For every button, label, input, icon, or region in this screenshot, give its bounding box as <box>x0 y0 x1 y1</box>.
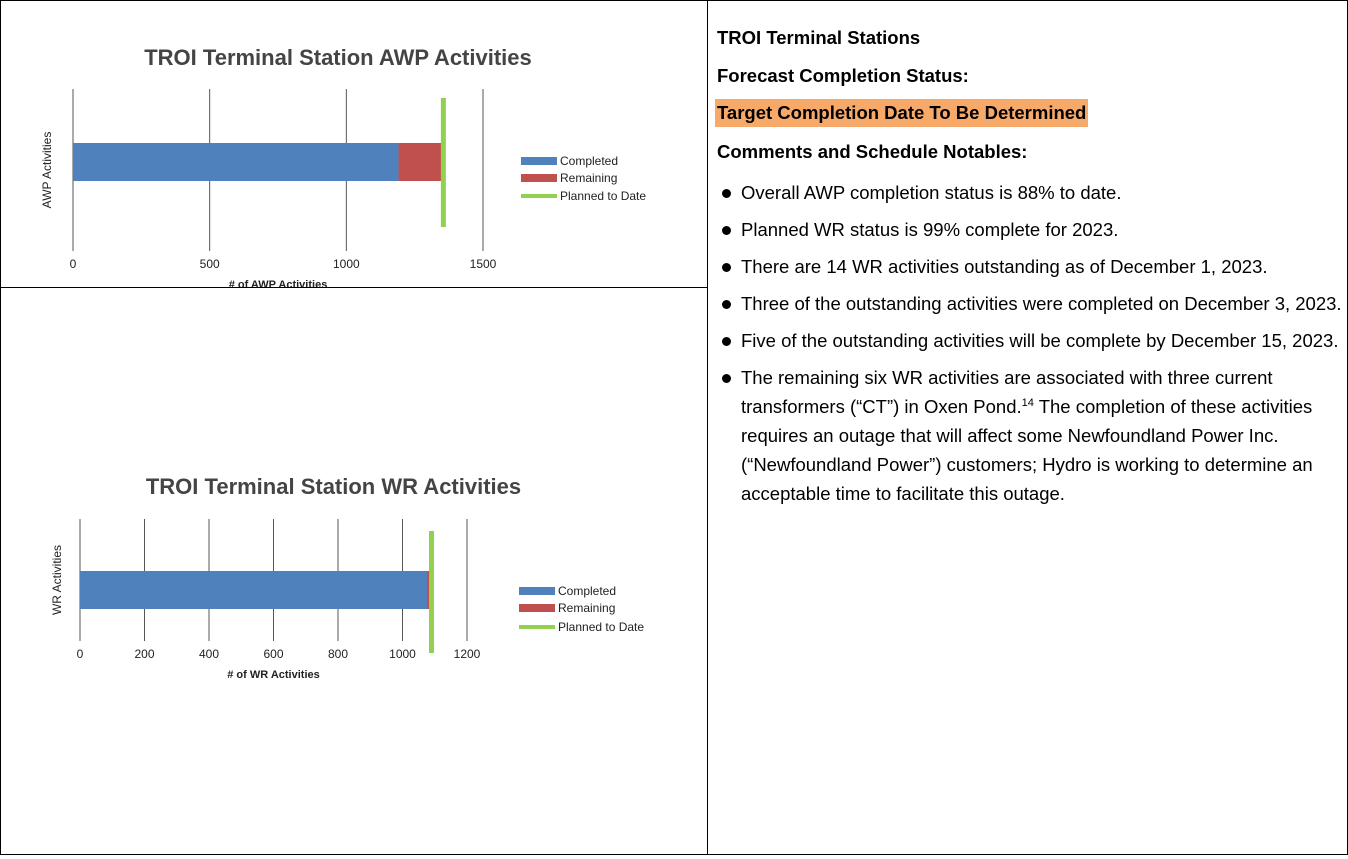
x-axis-label: # of WR Activities <box>227 669 320 681</box>
legend-swatch <box>519 604 555 612</box>
panel-title: TROI Terminal Stations <box>717 27 921 48</box>
legend-label: Completed <box>560 154 618 168</box>
x-tick-label: 600 <box>263 647 283 661</box>
x-tick-label: 200 <box>134 647 154 661</box>
bullet-text: The completion of these activities requi… <box>741 396 1313 504</box>
chart-title: TROI Terminal Station AWP Activities <box>144 45 532 70</box>
bullet-text: Three of the outstanding activities were… <box>741 293 1342 314</box>
x-tick-label: 800 <box>328 647 348 661</box>
footnote-ref: 14 <box>1021 396 1034 409</box>
bullet: The remaining six WR activities are asso… <box>717 363 1342 508</box>
bullet-text: The remaining six WR activities are asso… <box>741 367 1273 417</box>
bullet-text: Five of the outstanding activities will … <box>741 330 1339 351</box>
bar-segment <box>80 571 428 609</box>
bullet-list: Overall AWP completion status is 88% to … <box>717 178 1342 516</box>
legend-label: Completed <box>558 584 616 598</box>
bar-segment <box>73 143 399 181</box>
x-tick-label: 1000 <box>333 257 360 271</box>
bullet: Overall AWP completion status is 88% to … <box>717 178 1342 207</box>
bullet: Planned WR status is 99% complete for 20… <box>717 215 1342 244</box>
chart-title: TROI Terminal Station WR Activities <box>146 474 521 499</box>
x-axis-label: # of AWP Activities <box>229 279 328 291</box>
legend-label: Planned to Date <box>558 620 644 634</box>
x-tick-label: 1200 <box>454 647 481 661</box>
bullet-text: Planned WR status is 99% complete for 20… <box>741 219 1119 240</box>
status: Target Completion Date To Be Determined <box>715 99 1089 127</box>
legend-label: Planned to Date <box>560 189 646 203</box>
x-tick-label: 400 <box>199 647 219 661</box>
legend-swatch <box>521 174 557 182</box>
charts: TROI Terminal Station AWP Activities 0 500… <box>40 45 646 681</box>
x-tick-label: 1000 <box>389 647 416 661</box>
bullet-text: Overall AWP completion status is 88% to … <box>741 182 1122 203</box>
legend-label: Remaining <box>560 171 617 185</box>
bullet: Three of the outstanding activities were… <box>717 289 1342 318</box>
bullet: Five of the outstanding activities will … <box>717 326 1342 355</box>
x-tick-label: 1500 <box>470 257 497 271</box>
legend-swatch <box>521 157 557 165</box>
x-tick-label: 500 <box>200 257 220 271</box>
y-axis-label: AWP Activities <box>40 132 54 209</box>
chart-column: TROI Terminal Station AWP Activities 0 500… <box>1 1 708 854</box>
y-axis-label: WR Activities <box>50 545 64 615</box>
bullet: There are 14 WR activities outstanding a… <box>717 252 1342 281</box>
legend-swatch <box>519 587 555 595</box>
bullet-text: There are 14 WR activities outstanding a… <box>741 256 1268 277</box>
x-tick-label: 0 <box>70 257 77 271</box>
status-label: Forecast Completion Status: <box>717 65 969 86</box>
legend-label: Remaining <box>558 601 615 615</box>
x-tick-label: 0 <box>77 647 84 661</box>
comments-heading: Comments and Schedule Notables: <box>717 141 1028 162</box>
bar-segment <box>398 143 443 181</box>
cell-border <box>1 287 707 288</box>
